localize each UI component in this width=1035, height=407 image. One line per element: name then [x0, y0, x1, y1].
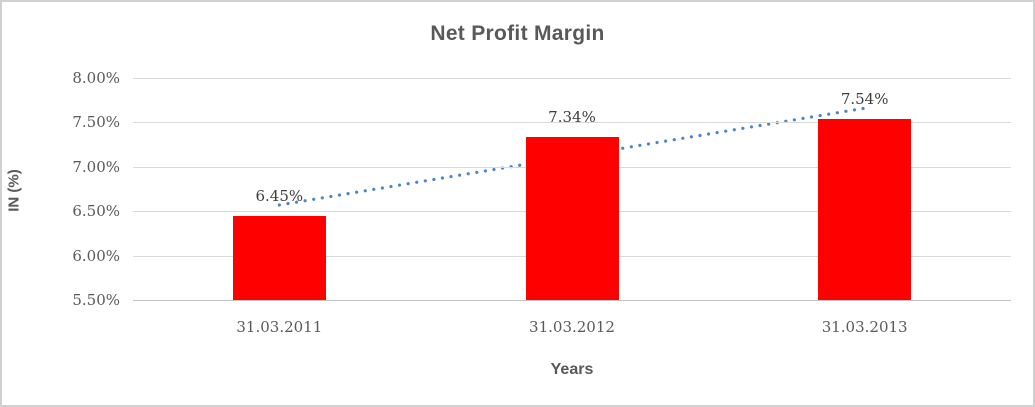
bar-31.03.2013	[818, 118, 912, 300]
bar-31.03.2011	[232, 215, 326, 300]
y-tick-label: 7.00%	[72, 157, 120, 176]
y-tick-label: 7.50%	[72, 113, 120, 132]
y-tick-label: 5.50%	[72, 291, 120, 309]
chart-title: Net Profit Margin	[430, 22, 605, 45]
gridline	[133, 122, 1011, 124]
data-label: 7.34%	[548, 107, 596, 126]
x-axis-title: Years	[550, 361, 594, 378]
x-tick-label: 31.03.2011	[236, 318, 323, 336]
x-tick-label: 31.03.2013	[821, 318, 908, 336]
y-tick-label: 6.50%	[72, 202, 120, 221]
x-tick-label: 31.03.2012	[529, 318, 615, 336]
x-axis-line	[133, 300, 1011, 301]
y-axis-title: IN (%)	[5, 169, 23, 212]
data-label: 7.54%	[840, 89, 889, 108]
gridline	[133, 78, 1011, 79]
y-tick-label: 6.00%	[72, 246, 120, 265]
y-tick-label: 8.00%	[72, 69, 120, 87]
bar-31.03.2012	[525, 136, 619, 300]
data-label: 6.45%	[255, 186, 304, 205]
